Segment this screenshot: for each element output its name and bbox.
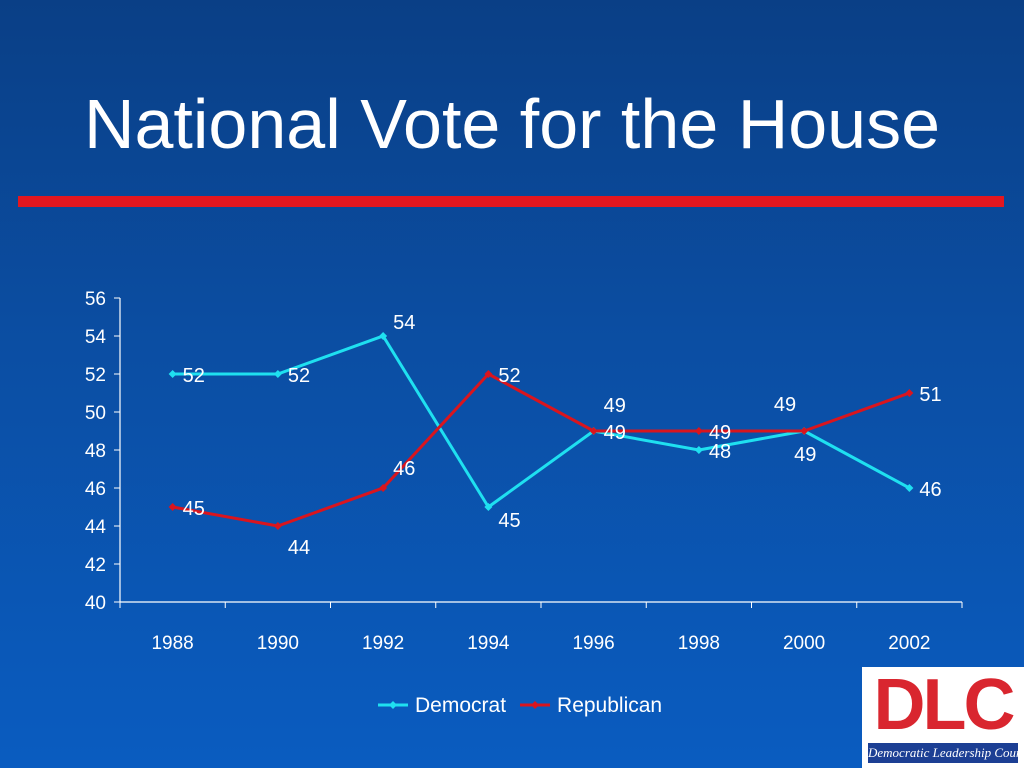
data-point-republican xyxy=(168,503,177,511)
x-tick-label: 2002 xyxy=(888,633,930,654)
dlc-logo-caption: Democratic Leadership Council xyxy=(868,743,1024,763)
data-label-democrat: 49 xyxy=(794,444,816,466)
x-tick-label: 1998 xyxy=(678,633,720,654)
legend-label-democrat: Democrat xyxy=(415,694,506,717)
data-point-democrat xyxy=(905,484,914,492)
dlc-logo-letters: DLC xyxy=(873,667,1016,745)
data-point-democrat xyxy=(379,332,388,340)
data-label-republican: 49 xyxy=(709,422,731,444)
x-axis: 1988 1990 1992 1994 1996 1998 2000 2002 xyxy=(119,601,963,654)
x-tick-label: 1996 xyxy=(572,633,614,654)
series-line-democrat xyxy=(172,334,911,509)
data-point-republican xyxy=(273,522,282,530)
legend-marker xyxy=(389,701,397,709)
data-label-democrat: 49 xyxy=(604,422,626,444)
data-point-democrat xyxy=(168,370,177,378)
y-tick-label: 40 xyxy=(85,593,106,614)
data-point-democrat xyxy=(484,503,493,511)
y-tick-label: 54 xyxy=(85,327,107,348)
x-tick-label: 2000 xyxy=(783,633,825,654)
x-tick-label: 1994 xyxy=(467,633,510,654)
y-tick-label: 56 xyxy=(85,289,106,310)
y-tick-label: 46 xyxy=(85,479,106,500)
data-point-republican xyxy=(379,484,388,492)
data-label-democrat: 46 xyxy=(919,479,941,501)
data-label-republican: 49 xyxy=(604,395,626,417)
x-tick-label: 1990 xyxy=(257,633,299,654)
data-point-republican xyxy=(905,389,914,397)
data-label-republican: 46 xyxy=(393,458,415,480)
y-tick-label: 42 xyxy=(85,555,106,576)
data-label-democrat: 48 xyxy=(709,441,731,463)
slide-title: National Vote for the House xyxy=(83,85,941,163)
y-axis: 40 42 44 46 48 50 52 54 56 xyxy=(85,289,121,614)
y-tick-label: 48 xyxy=(85,441,106,462)
x-tick-label: 1992 xyxy=(362,633,404,654)
legend-marker xyxy=(531,701,540,709)
x-tick-label: 1988 xyxy=(151,633,193,654)
y-tick-label: 52 xyxy=(85,365,106,386)
title-divider xyxy=(18,196,1004,207)
y-tick-label: 44 xyxy=(85,517,107,538)
dlc-logo: DLC Democratic Leadership Council xyxy=(862,667,1024,768)
data-label-republican: 52 xyxy=(498,365,520,387)
data-point-democrat xyxy=(273,370,282,378)
series-line-republican xyxy=(172,372,910,528)
data-point-republican xyxy=(694,427,703,435)
data-label-democrat: 45 xyxy=(498,510,520,532)
data-label-democrat: 54 xyxy=(393,312,415,334)
data-point-republican xyxy=(800,427,809,435)
data-label-democrat: 52 xyxy=(288,365,310,387)
legend: Democrat Republican xyxy=(378,694,662,717)
data-point-republican xyxy=(589,427,598,435)
data-label-republican: 44 xyxy=(288,537,310,559)
y-tick-label: 50 xyxy=(85,403,106,424)
data-label-republican: 49 xyxy=(774,394,796,416)
legend-label-republican: Republican xyxy=(557,694,662,717)
data-label-democrat: 52 xyxy=(183,365,205,387)
data-label-republican: 45 xyxy=(183,498,205,520)
data-point-democrat xyxy=(694,446,703,454)
data-label-republican: 51 xyxy=(919,384,941,406)
data-point-republican xyxy=(484,370,493,378)
series-group xyxy=(168,332,914,530)
